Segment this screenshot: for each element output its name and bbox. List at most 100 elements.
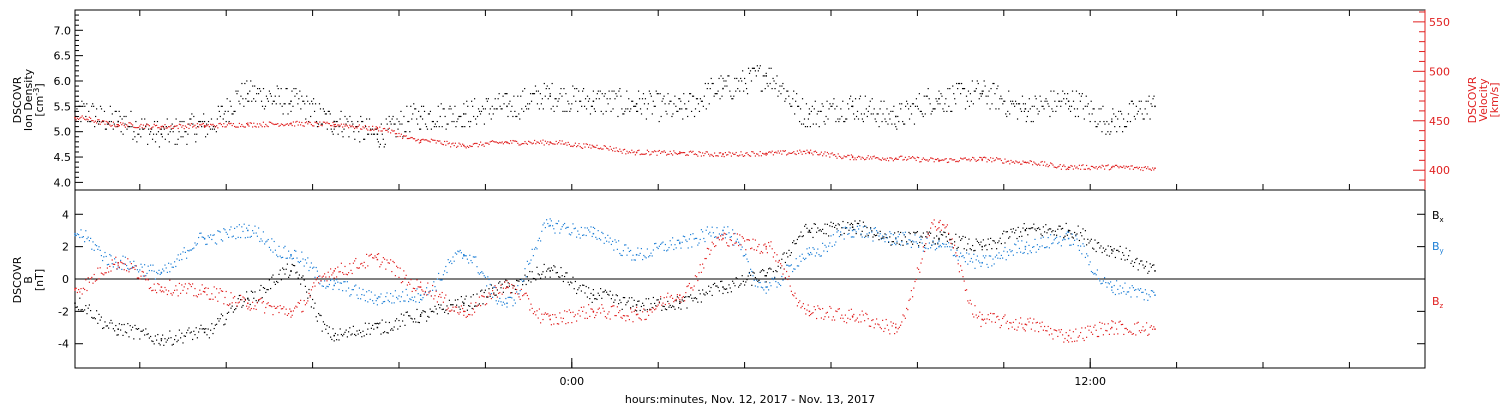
- b_x-point: [496, 289, 498, 291]
- velocity-point: [100, 121, 102, 123]
- density-point: [760, 90, 762, 92]
- b_x-point: [1024, 229, 1027, 232]
- b_y-point: [746, 258, 748, 260]
- b_y-point: [241, 226, 243, 228]
- b_z-point: [837, 308, 839, 310]
- b_y-point: [544, 226, 546, 229]
- b_y-point: [595, 236, 597, 238]
- b_z-point: [373, 257, 375, 259]
- density-axis-label-line: [cm-3]: [32, 83, 46, 116]
- b_x-point: [1119, 245, 1121, 248]
- velocity-point: [274, 123, 276, 125]
- velocity-point: [669, 150, 671, 153]
- density-point: [272, 100, 274, 102]
- density-point: [680, 100, 682, 102]
- velocity-point: [530, 142, 532, 144]
- velocity-point: [1030, 160, 1032, 162]
- b_z-point: [999, 326, 1001, 329]
- b_z-point: [922, 246, 924, 248]
- b_z-point: [175, 285, 177, 287]
- b_z-point: [432, 284, 434, 287]
- b_x-point: [817, 227, 819, 229]
- b_x-point: [424, 311, 426, 313]
- density-point: [486, 100, 488, 102]
- velocity-point: [178, 123, 180, 125]
- b_x-point: [386, 331, 388, 334]
- velocity-point: [261, 126, 263, 128]
- velocity-point: [1015, 160, 1017, 162]
- b_x-point: [650, 303, 652, 305]
- b_z-point: [289, 308, 291, 310]
- velocity-point: [225, 126, 227, 128]
- b_x-point: [736, 278, 738, 280]
- b_z-point: [913, 287, 915, 289]
- b_x-point: [1068, 231, 1070, 233]
- b_z-point: [304, 304, 306, 306]
- b_z-point: [635, 313, 638, 316]
- b_y-point: [880, 238, 882, 240]
- velocity-point: [214, 126, 216, 128]
- b_z-point: [201, 284, 203, 286]
- b_z-point: [626, 315, 628, 317]
- b_x-point: [322, 321, 324, 323]
- density-point: [465, 113, 467, 115]
- velocity-point: [832, 154, 834, 156]
- velocity-point: [159, 128, 161, 130]
- b_x-point: [298, 274, 300, 276]
- b_y-point: [616, 248, 618, 250]
- density-point: [421, 118, 424, 120]
- density-point: [366, 133, 369, 135]
- density-point: [685, 108, 687, 110]
- velocity-point: [811, 152, 813, 154]
- velocity-point: [492, 140, 494, 142]
- b_y-point: [246, 227, 248, 229]
- b_x-point: [385, 321, 387, 323]
- b_z-point: [806, 309, 808, 311]
- b_z-point: [1138, 330, 1140, 332]
- velocity-point: [894, 158, 896, 160]
- b_y-point: [1030, 252, 1032, 254]
- b_x-point: [459, 308, 461, 310]
- b_z-point: [1000, 324, 1002, 327]
- density-point: [921, 113, 923, 115]
- density-point: [1098, 108, 1100, 110]
- density-point: [819, 110, 821, 113]
- b_y-point: [318, 275, 320, 278]
- b_x-point: [746, 279, 748, 281]
- b_z-point: [703, 267, 705, 269]
- b_x-point: [722, 292, 724, 295]
- density-point: [183, 120, 185, 123]
- b_y-point: [458, 251, 460, 253]
- velocity-point: [326, 121, 328, 123]
- b_y-point: [732, 229, 734, 231]
- b_y-point: [608, 241, 610, 243]
- velocity-point: [266, 125, 268, 127]
- velocity-point: [207, 124, 209, 126]
- velocity-point: [200, 124, 202, 126]
- b_z-point: [399, 267, 401, 269]
- density-point: [510, 110, 512, 113]
- b_y-point: [385, 296, 387, 298]
- density-point: [799, 108, 802, 110]
- b_x-point: [302, 275, 304, 277]
- b_z-point: [632, 321, 634, 323]
- b_y-point: [834, 244, 836, 246]
- b_x-point: [1017, 226, 1019, 229]
- b_y-point: [78, 233, 80, 236]
- density-point: [628, 98, 630, 100]
- b_x-point: [111, 322, 113, 324]
- density-point: [216, 118, 218, 120]
- b_y-point: [984, 257, 986, 259]
- b_z-point: [471, 314, 473, 316]
- b_z-point: [614, 314, 616, 317]
- b_z-point: [666, 296, 668, 298]
- b_y-point: [192, 248, 194, 250]
- velocity-point: [544, 140, 546, 142]
- density-tick-label: 5.0: [54, 126, 72, 139]
- b_x-point: [270, 287, 272, 290]
- b_z-point: [680, 301, 682, 303]
- density-point: [200, 120, 202, 123]
- b_y-point: [392, 295, 394, 297]
- b_y-point: [801, 253, 803, 255]
- b_y-point: [708, 233, 710, 235]
